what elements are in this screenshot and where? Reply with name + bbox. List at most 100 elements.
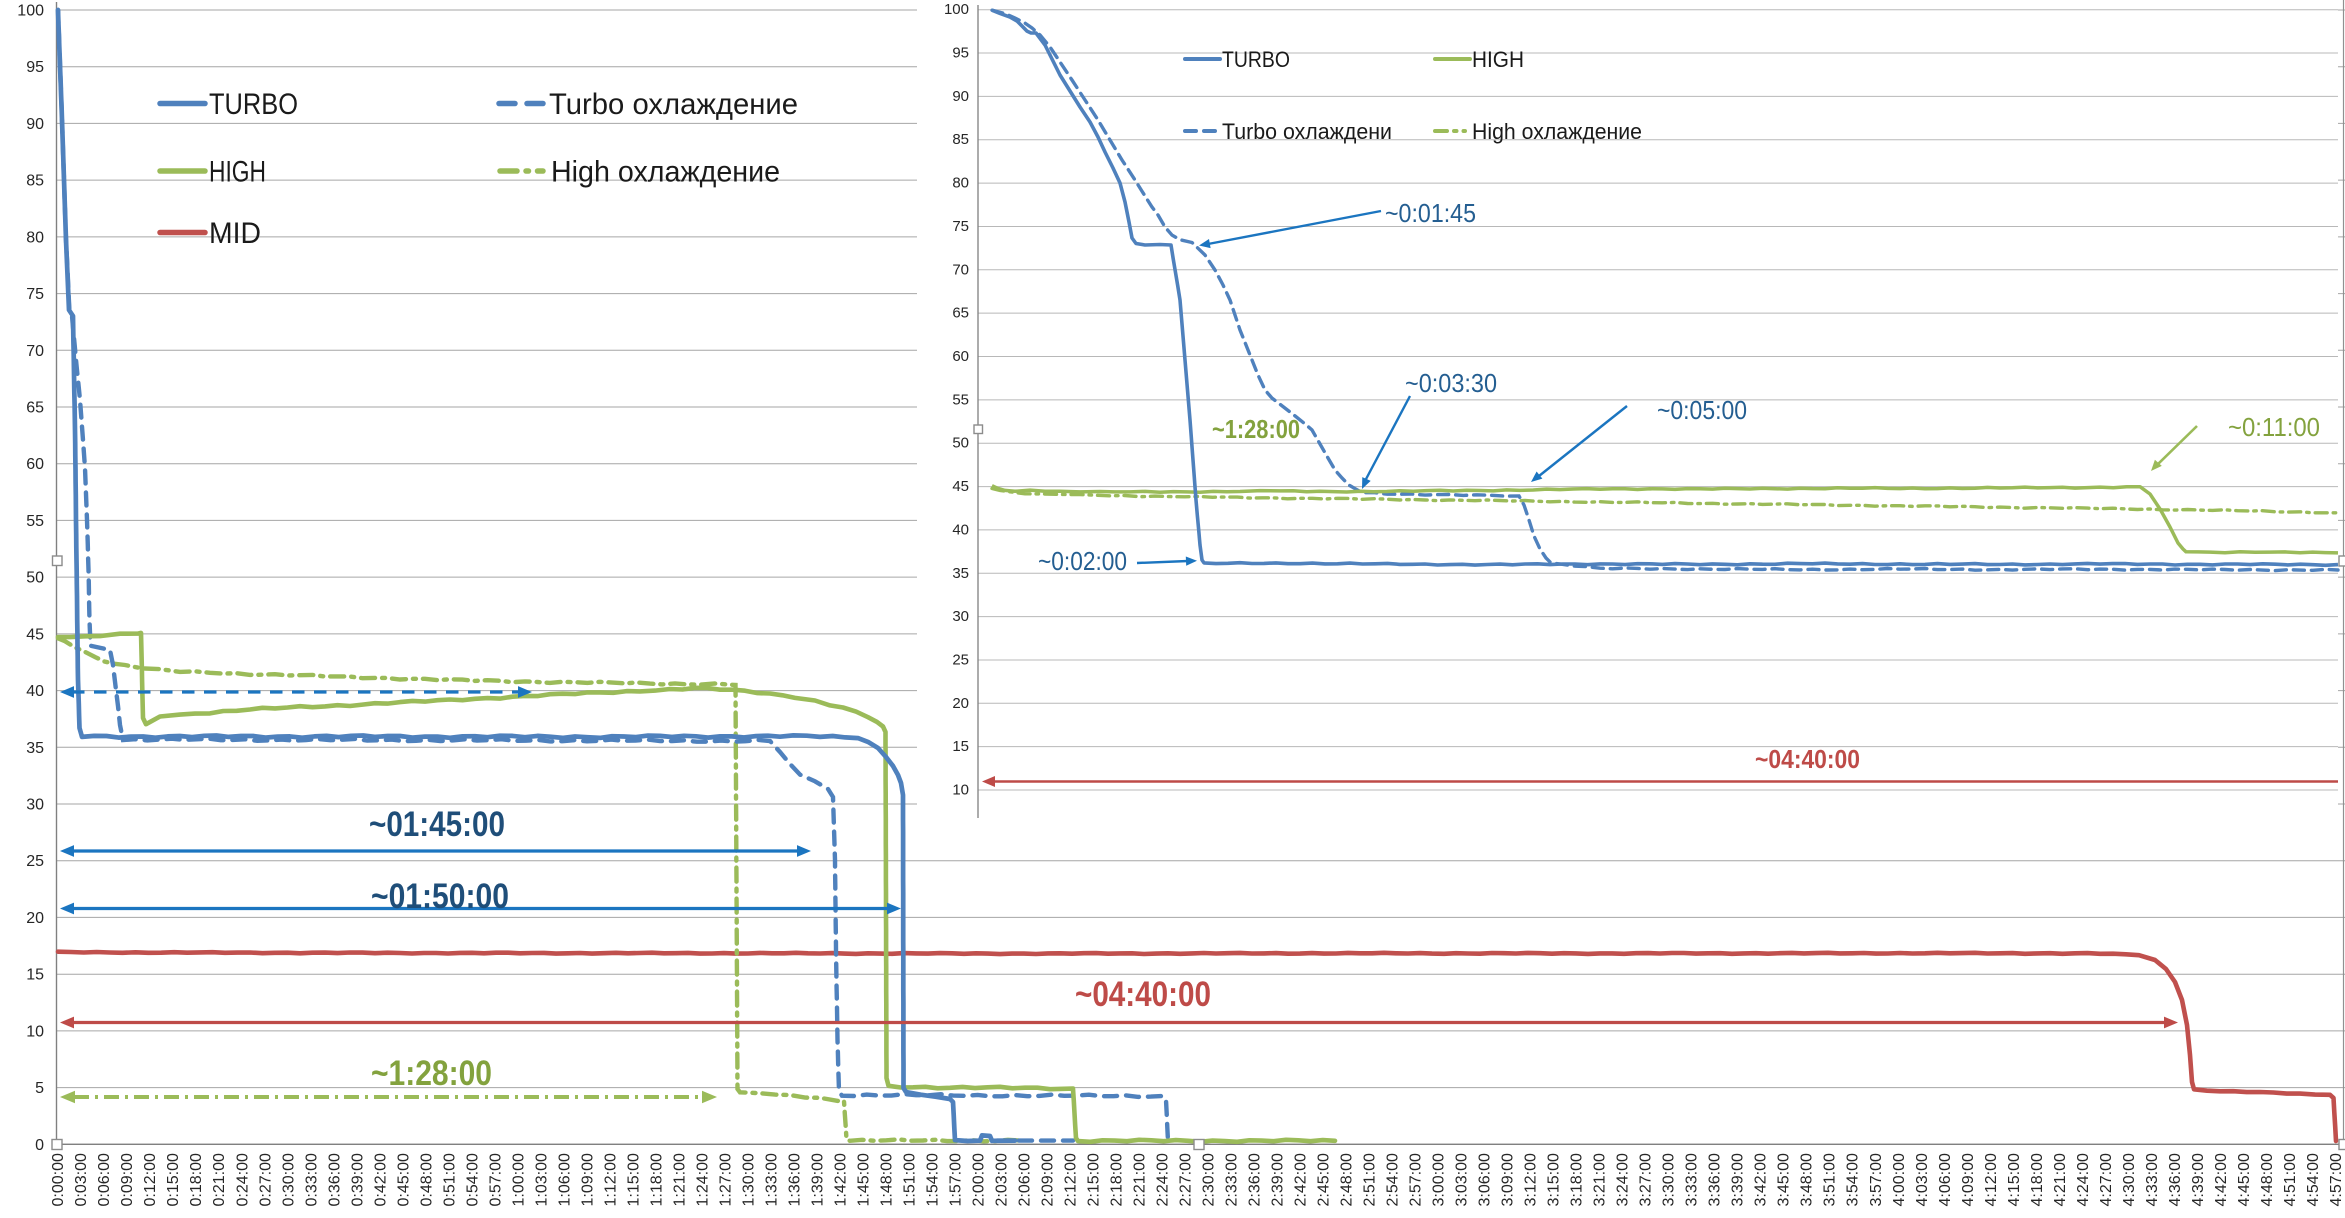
svg-text:40: 40 <box>952 521 969 538</box>
svg-text:0:39:00: 0:39:00 <box>349 1153 366 1206</box>
svg-text:~1:28:00: ~1:28:00 <box>371 1054 492 1093</box>
svg-text:1:36:00: 1:36:00 <box>786 1153 803 1206</box>
svg-text:4:57:00: 4:57:00 <box>2328 1153 2345 1206</box>
svg-text:55: 55 <box>952 391 969 408</box>
svg-text:0:57:00: 0:57:00 <box>487 1153 504 1206</box>
svg-text:80: 80 <box>26 229 44 246</box>
svg-text:80: 80 <box>952 175 969 192</box>
svg-text:~01:50:00: ~01:50:00 <box>371 877 509 916</box>
svg-text:1:15:00: 1:15:00 <box>625 1153 642 1206</box>
svg-text:1:45:00: 1:45:00 <box>855 1153 872 1206</box>
svg-text:5: 5 <box>35 1080 44 1097</box>
svg-text:100: 100 <box>17 3 44 20</box>
svg-text:25: 25 <box>952 652 969 669</box>
svg-text:0:48:00: 0:48:00 <box>418 1153 435 1206</box>
svg-text:4:18:00: 4:18:00 <box>2029 1153 2046 1206</box>
svg-text:1:51:00: 1:51:00 <box>902 1153 919 1206</box>
svg-text:2:36:00: 2:36:00 <box>1247 1153 1264 1206</box>
svg-text:90: 90 <box>26 116 44 133</box>
svg-text:0:18:00: 0:18:00 <box>188 1153 205 1206</box>
svg-text:55: 55 <box>26 513 44 530</box>
svg-text:0:00:00: 0:00:00 <box>50 1153 67 1206</box>
svg-text:3:15:00: 3:15:00 <box>1546 1153 1563 1206</box>
svg-text:25: 25 <box>26 853 44 870</box>
svg-text:3:27:00: 3:27:00 <box>1638 1153 1655 1206</box>
svg-text:1:00:00: 1:00:00 <box>510 1153 527 1206</box>
svg-text:2:27:00: 2:27:00 <box>1178 1153 1195 1206</box>
svg-text:2:00:00: 2:00:00 <box>971 1153 988 1206</box>
svg-text:70: 70 <box>952 261 969 278</box>
svg-text:20: 20 <box>952 695 969 712</box>
svg-text:60: 60 <box>26 456 44 473</box>
svg-text:60: 60 <box>952 348 969 365</box>
svg-text:2:21:00: 2:21:00 <box>1132 1153 1149 1206</box>
svg-text:0:06:00: 0:06:00 <box>96 1153 113 1206</box>
svg-text:45: 45 <box>952 478 969 495</box>
svg-text:1:27:00: 1:27:00 <box>717 1153 734 1206</box>
svg-text:3:30:00: 3:30:00 <box>1661 1153 1678 1206</box>
svg-text:~0:01:45: ~0:01:45 <box>1385 198 1476 228</box>
svg-text:2:15:00: 2:15:00 <box>1086 1153 1103 1206</box>
svg-text:3:51:00: 3:51:00 <box>1822 1153 1839 1206</box>
svg-text:2:57:00: 2:57:00 <box>1408 1153 1425 1206</box>
svg-text:1:33:00: 1:33:00 <box>763 1153 780 1206</box>
svg-text:4:36:00: 4:36:00 <box>2167 1153 2184 1206</box>
svg-text:~0:03:30: ~0:03:30 <box>1405 368 1497 398</box>
svg-text:2:06:00: 2:06:00 <box>1017 1153 1034 1206</box>
svg-text:~01:45:00: ~01:45:00 <box>369 805 505 844</box>
svg-text:2:48:00: 2:48:00 <box>1339 1153 1356 1206</box>
svg-text:85: 85 <box>952 131 969 148</box>
svg-text:1:06:00: 1:06:00 <box>556 1153 573 1206</box>
svg-text:4:30:00: 4:30:00 <box>2121 1153 2138 1206</box>
svg-text:0:21:00: 0:21:00 <box>211 1153 228 1206</box>
svg-text:~1:28:00: ~1:28:00 <box>1212 414 1300 444</box>
svg-text:2:09:00: 2:09:00 <box>1040 1153 1057 1206</box>
svg-text:TURBO: TURBO <box>209 88 298 121</box>
svg-text:Turbo охлаждени: Turbo охлаждени <box>1222 119 1392 144</box>
svg-text:4:54:00: 4:54:00 <box>2305 1153 2322 1206</box>
svg-text:3:18:00: 3:18:00 <box>1569 1153 1586 1206</box>
svg-text:2:03:00: 2:03:00 <box>994 1153 1011 1206</box>
svg-text:20: 20 <box>26 910 44 927</box>
svg-text:3:48:00: 3:48:00 <box>1799 1153 1816 1206</box>
svg-text:3:24:00: 3:24:00 <box>1615 1153 1632 1206</box>
svg-text:0:24:00: 0:24:00 <box>234 1153 251 1206</box>
svg-text:4:09:00: 4:09:00 <box>1960 1153 1977 1206</box>
svg-text:50: 50 <box>952 435 969 452</box>
svg-text:30: 30 <box>952 608 969 625</box>
svg-text:0:42:00: 0:42:00 <box>372 1153 389 1206</box>
svg-text:~0:05:00: ~0:05:00 <box>1657 395 1747 425</box>
svg-text:1:30:00: 1:30:00 <box>740 1153 757 1206</box>
svg-text:0:51:00: 0:51:00 <box>441 1153 458 1206</box>
svg-text:2:45:00: 2:45:00 <box>1316 1153 1333 1206</box>
svg-text:75: 75 <box>26 286 44 303</box>
svg-text:Turbo охлаждение: Turbo охлаждение <box>549 88 798 121</box>
svg-text:10: 10 <box>26 1023 44 1040</box>
svg-text:3:06:00: 3:06:00 <box>1477 1153 1494 1206</box>
svg-text:3:12:00: 3:12:00 <box>1523 1153 1540 1206</box>
svg-text:0:45:00: 0:45:00 <box>395 1153 412 1206</box>
svg-text:2:24:00: 2:24:00 <box>1155 1153 1172 1206</box>
svg-text:2:12:00: 2:12:00 <box>1063 1153 1080 1206</box>
svg-text:High охлаждение: High охлаждение <box>1472 119 1642 144</box>
svg-text:65: 65 <box>26 400 44 417</box>
svg-text:15: 15 <box>952 738 969 755</box>
svg-text:0:27:00: 0:27:00 <box>257 1153 274 1206</box>
svg-text:3:39:00: 3:39:00 <box>1730 1153 1747 1206</box>
svg-text:1:09:00: 1:09:00 <box>579 1153 596 1206</box>
svg-text:1:39:00: 1:39:00 <box>809 1153 826 1206</box>
svg-text:4:45:00: 4:45:00 <box>2236 1153 2253 1206</box>
svg-text:HIGH: HIGH <box>209 156 266 189</box>
svg-text:90: 90 <box>952 88 969 105</box>
svg-text:35: 35 <box>952 565 969 582</box>
svg-text:75: 75 <box>952 218 969 235</box>
svg-text:10: 10 <box>952 782 969 799</box>
svg-text:1:03:00: 1:03:00 <box>533 1153 550 1206</box>
svg-text:HIGH: HIGH <box>1472 47 1524 72</box>
svg-text:85: 85 <box>26 173 44 190</box>
svg-text:TURBO: TURBO <box>1222 47 1290 72</box>
svg-text:4:21:00: 4:21:00 <box>2052 1153 2069 1206</box>
svg-text:MID: MID <box>209 217 261 250</box>
svg-text:0:36:00: 0:36:00 <box>326 1153 343 1206</box>
svg-text:4:00:00: 4:00:00 <box>1891 1153 1908 1206</box>
